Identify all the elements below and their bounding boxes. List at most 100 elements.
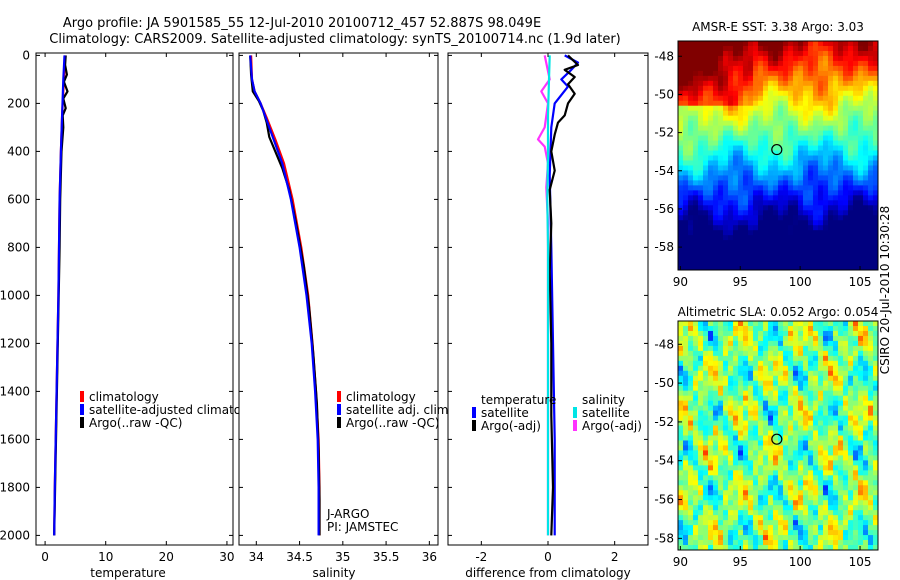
- amsre_sst-cell: [788, 240, 794, 246]
- amsre_sst-cell: [838, 75, 844, 82]
- amsre_sst-cell: [693, 120, 699, 127]
- amsre_sst-cell: [813, 41, 819, 47]
- altimetric_sla-cell: [808, 505, 814, 511]
- altimetric_sla-cell: [818, 430, 824, 436]
- altimetric_sla-cell: [768, 520, 774, 526]
- altimetric_sla-cell: [828, 505, 834, 511]
- amsre_sst-cell: [718, 165, 724, 171]
- altimetric_sla-cell: [858, 345, 864, 352]
- amsre_sst-cell: [833, 210, 839, 216]
- amsre_sst-cell: [813, 140, 819, 146]
- altimetric_sla-cell: [858, 400, 864, 407]
- amsre_sst-cell: [768, 210, 774, 216]
- altimetric_sla-cell: [688, 470, 694, 476]
- amsre_sst-cell: [738, 90, 744, 97]
- altimetric_sla-cell: [698, 330, 704, 337]
- altimetric_sla-ytick-label: -50: [654, 376, 674, 390]
- altimetric_sla-cell: [703, 370, 709, 377]
- amsre_sst-cell: [803, 155, 809, 161]
- altimetric_sla-cell: [718, 330, 724, 337]
- amsre_sst-cell: [708, 230, 714, 236]
- altimetric_sla-cell: [758, 460, 764, 466]
- amsre_sst-cell: [758, 135, 764, 141]
- amsre_sst-cell: [838, 135, 844, 141]
- altimetric_sla-cell: [788, 490, 794, 496]
- amsre_sst-cell: [808, 90, 814, 97]
- amsre_sst-cell: [848, 55, 854, 62]
- amsre_sst-cell: [763, 65, 769, 72]
- altimetric_sla-cell: [873, 360, 879, 367]
- altimetric_sla-cell: [828, 325, 834, 332]
- altimetric_sla-cell: [783, 455, 789, 461]
- altimetric_sla-cell: [803, 385, 809, 392]
- amsre_sst-cell: [833, 90, 839, 97]
- altimetric_sla-cell: [868, 330, 874, 337]
- altimetric_sla-cell: [788, 495, 794, 501]
- amsre_sst-cell: [753, 105, 759, 112]
- amsre_sst-cell: [788, 170, 794, 176]
- amsre_sst-cell: [788, 135, 794, 141]
- amsre_sst-cell: [783, 265, 789, 271]
- altimetric_sla-cell: [863, 545, 869, 551]
- amsre_sst-cell: [733, 115, 739, 122]
- amsre_sst-cell: [873, 160, 879, 166]
- altimetric_sla-cell: [763, 345, 769, 352]
- amsre_sst-cell: [838, 145, 844, 151]
- amsre_sst-cell: [783, 240, 789, 246]
- amsre_sst-cell: [713, 50, 719, 57]
- amsre_sst-cell: [843, 150, 849, 156]
- altimetric_sla-cell: [748, 325, 754, 332]
- amsre_sst-cell: [778, 165, 784, 171]
- amsre_sst-cell: [788, 215, 794, 221]
- amsre_sst-cell: [798, 75, 804, 82]
- amsre_sst-cell: [818, 220, 824, 226]
- altimetric_sla-cell: [863, 355, 869, 362]
- altimetric_sla-cell: [763, 321, 769, 327]
- altimetric_sla-cell: [753, 515, 759, 521]
- amsre_sst-cell: [803, 220, 809, 226]
- altimetric_sla-cell: [848, 395, 854, 402]
- amsre_sst-cell: [678, 145, 684, 151]
- amsre_sst-cell: [758, 195, 764, 201]
- altimetric_sla-cell: [733, 380, 739, 387]
- amsre_sst-cell: [808, 135, 814, 141]
- amsre_sst-cell: [748, 135, 754, 141]
- amsre_sst-cell: [753, 95, 759, 102]
- amsre_sst-cell: [858, 160, 864, 166]
- altimetric_sla-cell: [848, 410, 854, 416]
- amsre_sst-cell: [833, 170, 839, 176]
- altimetric_sla-cell: [708, 340, 714, 347]
- altimetric_sla-cell: [703, 485, 709, 491]
- amsre_sst-cell: [678, 45, 684, 52]
- altimetric_sla-cell: [823, 385, 829, 392]
- amsre_sst-cell: [728, 245, 734, 251]
- amsre_sst-cell: [688, 75, 694, 82]
- amsre_sst-cell: [788, 160, 794, 166]
- altimetric_sla-cell: [683, 321, 689, 327]
- amsre_sst-cell: [823, 120, 829, 127]
- amsre_sst-cell: [788, 210, 794, 216]
- amsre_sst-cell: [798, 245, 804, 251]
- altimetric_sla-cell: [818, 380, 824, 387]
- amsre_sst-cell: [828, 165, 834, 171]
- altimetric_sla-cell: [818, 425, 824, 431]
- altimetric_sla-cell: [693, 375, 699, 382]
- amsre_sst-cell: [678, 215, 684, 221]
- altimetric_sla-cell: [783, 415, 789, 421]
- altimetric_sla-cell: [753, 380, 759, 387]
- amsre_sst-cell: [868, 205, 874, 211]
- altimetric_sla-cell: [738, 375, 744, 382]
- altimetric_sla-cell: [678, 465, 684, 471]
- amsre_sst-cell: [733, 125, 739, 132]
- amsre_sst-cell: [778, 130, 784, 136]
- amsre_sst-cell: [723, 110, 729, 117]
- altimetric_sla-cell: [738, 335, 744, 342]
- amsre_sst-cell: [678, 165, 684, 171]
- amsre_sst-cell: [823, 235, 829, 241]
- altimetric_sla-cell: [828, 500, 834, 506]
- altimetric_sla-cell: [688, 425, 694, 431]
- amsre_sst-cell: [683, 185, 689, 191]
- amsre_sst-cell: [738, 205, 744, 211]
- altimetric_sla-cell: [828, 355, 834, 362]
- altimetric_sla-cell: [828, 365, 834, 372]
